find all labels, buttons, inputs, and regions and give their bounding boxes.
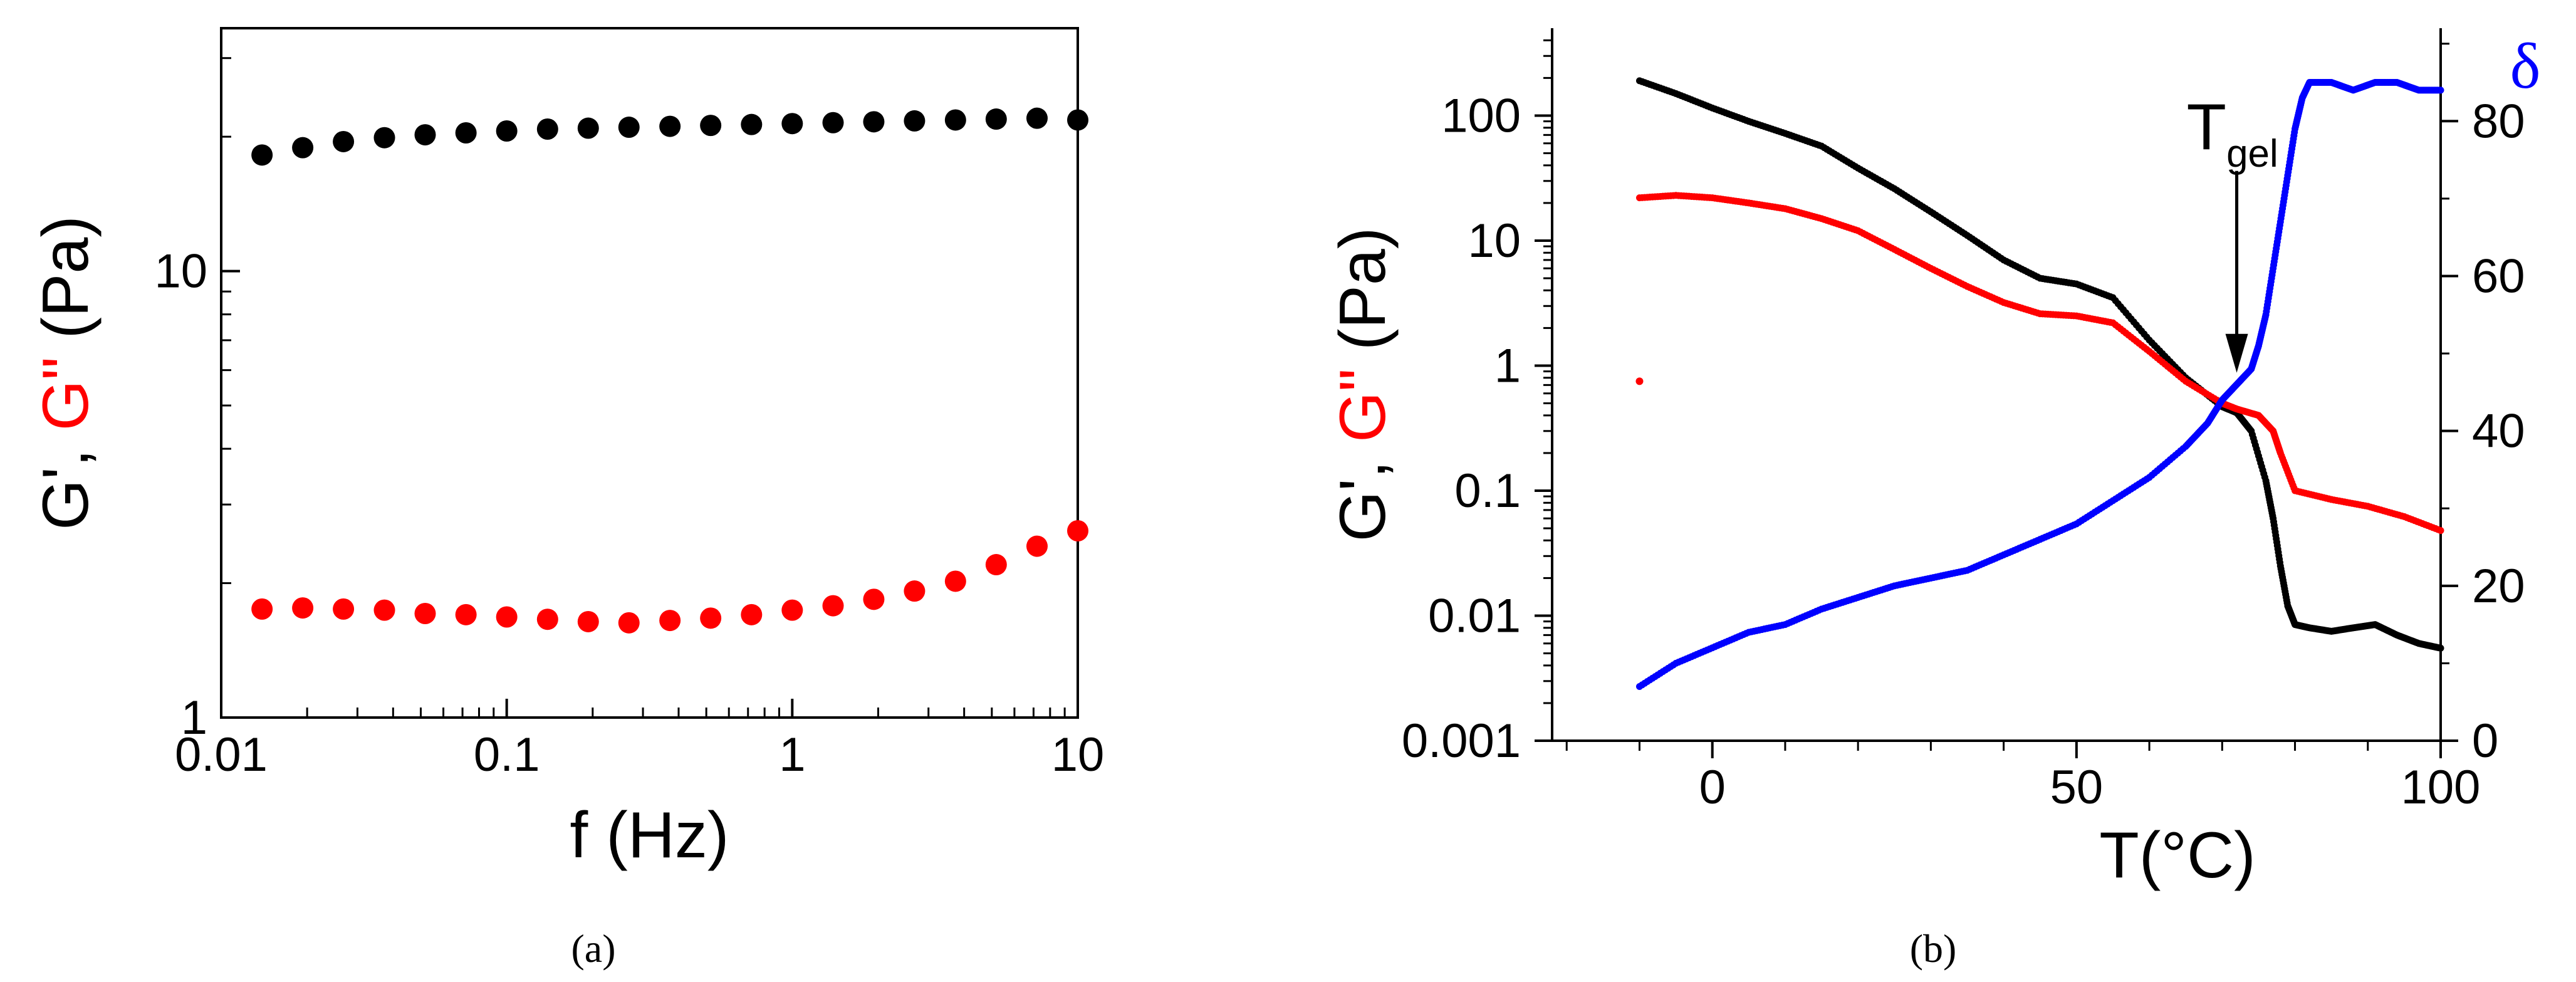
panel-a: 0.01 0.1 1 10 1 10 f (Hz) G', G" (Pa) (a) [29, 27, 1105, 971]
data-point [700, 115, 722, 137]
data-point [536, 118, 558, 140]
y-tick-label: 0.001 [1402, 714, 1521, 768]
data-point [1067, 520, 1088, 542]
data-point [373, 599, 395, 621]
data-point [251, 598, 273, 620]
y-tick-label: 10 [154, 245, 207, 298]
data-point [863, 111, 885, 133]
y-axis-label-part: , [1327, 442, 1399, 479]
y-axis-label: G', G" (Pa) [1327, 227, 1399, 542]
x-tick-label: 10 [1051, 728, 1105, 781]
data-point [496, 120, 518, 142]
y-axis-label-part: G" [29, 357, 102, 431]
x-axis-label: f (Hz) [570, 799, 729, 872]
x-axis-label: T(°C) [2099, 819, 2256, 892]
y2-tick-label: 20 [2472, 560, 2525, 613]
data-point [618, 117, 640, 138]
annotation-subscript: gel [2226, 132, 2278, 175]
data-point [863, 588, 885, 610]
data-point [904, 110, 926, 132]
data-point [741, 603, 763, 625]
data-point [2437, 527, 2444, 535]
data-point [781, 113, 803, 135]
x-tick-label: 0.1 [474, 728, 540, 781]
y2-tick-label: 0 [2472, 714, 2498, 768]
y-axis-label-part: , [29, 431, 102, 467]
x-tick-label: 50 [2050, 761, 2104, 814]
panel-label-a: (a) [571, 926, 615, 971]
data-point [333, 130, 355, 152]
data-point [985, 108, 1007, 130]
data-point [700, 607, 722, 629]
data-point [781, 599, 803, 621]
data-point [741, 113, 763, 135]
y2-tick-label: 60 [2472, 249, 2525, 303]
data-point [944, 109, 966, 131]
y-tick-label: 10 [1468, 214, 1521, 268]
annotation-main: T [2187, 91, 2227, 164]
data-point [496, 606, 518, 628]
y-tick-label: 1 [181, 691, 207, 744]
data-point [944, 570, 966, 592]
data-point [455, 603, 477, 625]
data-point [659, 610, 681, 632]
data-point [1067, 109, 1088, 131]
data-point [822, 112, 844, 133]
series-g-prime [1635, 77, 2444, 652]
y-tick-label: 1 [1494, 339, 1521, 392]
data-point [373, 127, 395, 149]
data-point [292, 597, 314, 619]
y2-tick-label: 40 [2472, 405, 2525, 458]
data-point [2437, 86, 2444, 94]
series-delta [1635, 79, 2444, 690]
x-tick-label: 0 [1699, 761, 1726, 814]
panel-label-b: (b) [1910, 926, 1957, 971]
data-point [618, 612, 640, 634]
y-axis-label-part: G' [29, 467, 102, 530]
y2-tick-label: 80 [2472, 95, 2525, 148]
data-point [292, 137, 314, 159]
annotation-arrow-head [2225, 333, 2248, 373]
data-point [536, 609, 558, 630]
data-point [904, 580, 926, 602]
y2-axis-label: δ [2510, 30, 2540, 102]
panel-b: 0 50 1000.0010.010.1110100020406080TgelT(°… [1327, 28, 2541, 971]
data-point [1026, 107, 1048, 129]
series-g-double-prime [1635, 192, 2444, 535]
plot-frame [220, 27, 1079, 719]
data-point [333, 598, 355, 620]
data-point [822, 595, 844, 617]
x-tick-label: 100 [2401, 761, 2481, 814]
y-axis-label: G', G" (Pa) [29, 216, 102, 530]
y-axis-label-unit: (Pa) [29, 216, 102, 357]
data-point [414, 603, 436, 625]
data-point [455, 122, 477, 144]
series-g-prime [251, 107, 1088, 166]
y-tick-label: 0.1 [1454, 464, 1521, 518]
y-axis-label-part: (Pa) [1327, 227, 1399, 368]
y-axis-label-part: G" [1327, 368, 1399, 442]
data-point [1026, 535, 1048, 557]
x-tick-label: 0.01 [175, 728, 268, 781]
data-point [659, 115, 681, 137]
data-point [577, 610, 599, 632]
y-tick-label: 0.01 [1428, 589, 1521, 642]
outlier-point [1635, 377, 1644, 385]
data-point [985, 554, 1007, 576]
data-point [2437, 644, 2444, 652]
series-g-double-prime [251, 520, 1088, 634]
data-point [414, 124, 436, 146]
y-axis-label-part: G' [1327, 479, 1399, 542]
data-point [577, 117, 599, 139]
data-point [251, 144, 273, 166]
x-tick-label: 1 [779, 728, 805, 781]
y-tick-label: 100 [1441, 89, 1521, 142]
annotation-label: Tgel [2187, 91, 2278, 175]
